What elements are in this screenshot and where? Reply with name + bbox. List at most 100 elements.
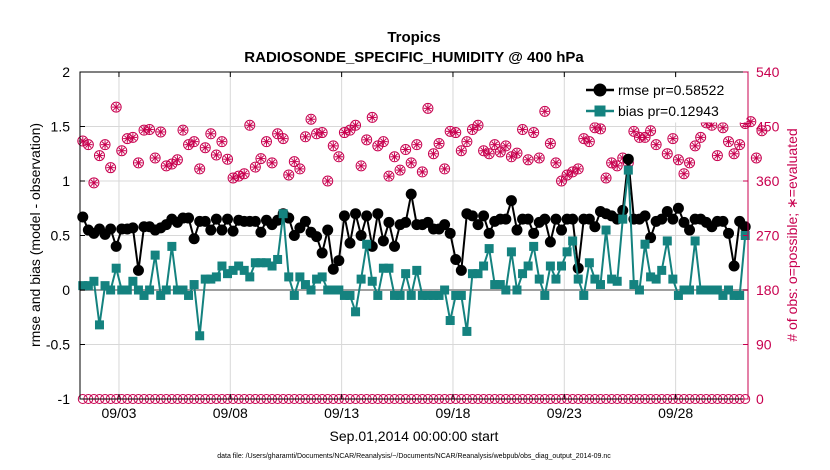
obs-evaluated-marker <box>718 123 728 132</box>
obs-possible-marker <box>188 136 200 148</box>
obs-evaluated-marker <box>523 155 533 165</box>
obs-possible-marker <box>244 119 256 131</box>
obs-evaluated-stroke <box>647 127 654 135</box>
obs-possible-marker <box>372 140 384 152</box>
obs-possible-marker <box>427 148 439 160</box>
x-tick-label-1: 09/08 <box>213 405 248 421</box>
rmse-point <box>500 213 512 225</box>
obs-evaluated-stroke <box>496 148 504 156</box>
obs-possible-marker <box>711 150 723 162</box>
obs-possible-marker <box>377 136 389 148</box>
obs-evaluated-stroke <box>296 165 304 173</box>
x-tick-label-0: 09/03 <box>101 405 136 421</box>
obs-possible-marker <box>689 140 701 152</box>
bias-point <box>690 236 700 246</box>
obs-evaluated-marker <box>262 137 271 146</box>
obs-possible-marker <box>544 137 556 149</box>
obs-possible-marker <box>210 149 222 161</box>
obs-evaluated-stroke <box>413 141 421 148</box>
obs-evaluated-marker <box>323 176 332 186</box>
rmse-point <box>132 264 144 276</box>
rmse-point <box>539 213 551 225</box>
obs-evaluated-stroke <box>240 170 248 178</box>
data-file-note: data file: /Users/gharamti/Documents/NCA… <box>217 453 611 460</box>
obs-evaluated-stroke <box>480 147 487 155</box>
bias-point <box>334 285 344 295</box>
rmse-point <box>105 223 117 235</box>
obs-possible-marker <box>233 170 245 182</box>
rmse-point <box>400 216 412 228</box>
obs-evaluated-stroke <box>580 135 588 142</box>
obs-evaluated-stroke <box>541 108 549 115</box>
x-axis-label: Sep.01,2014 00:00:00 start <box>330 428 499 444</box>
obs-evaluated-marker <box>445 127 455 136</box>
rmse-point <box>355 230 367 241</box>
obs-evaluated-marker <box>529 128 538 137</box>
obs-evaluated-stroke <box>446 128 454 135</box>
obs-evaluated-stroke <box>613 162 621 170</box>
bias-point <box>223 269 233 279</box>
bias-point <box>473 269 483 279</box>
obs-evaluated-stroke <box>535 154 543 162</box>
obs-evaluated-marker <box>462 137 472 146</box>
obs-evaluated-stroke <box>179 126 187 134</box>
bias-point <box>373 290 383 300</box>
obs-evaluated-marker <box>356 161 366 171</box>
bias-point <box>495 280 505 290</box>
rmse-point <box>550 213 562 225</box>
obs-possible-marker <box>222 153 234 165</box>
rmse-point <box>222 213 234 225</box>
obs-evaluated-stroke <box>374 142 382 150</box>
rmse-point <box>183 212 195 224</box>
rmse-point <box>127 222 139 234</box>
obs-evaluated-marker <box>596 124 605 134</box>
obs-evaluated-stroke <box>663 150 671 158</box>
obs-evaluated-stroke <box>363 136 370 144</box>
bias-point <box>484 244 494 254</box>
obs-evaluated-stroke <box>107 164 114 171</box>
obs-possible-marker <box>561 169 573 181</box>
obs-evaluated-stroke <box>730 150 738 158</box>
obs-evaluated-stroke <box>591 124 599 132</box>
bias-point <box>623 165 633 175</box>
rmse-point <box>383 216 395 228</box>
bias-point <box>662 236 672 246</box>
obs-possible-marker <box>533 152 545 164</box>
obs-evaluated-stroke <box>307 115 315 123</box>
obs-evaluated-stroke <box>274 130 281 138</box>
bias-point <box>133 285 143 295</box>
obs-possible-marker <box>672 154 684 166</box>
rmse-point <box>455 264 467 276</box>
obs-evaluated-stroke <box>758 127 766 135</box>
obs-possible-marker <box>283 169 295 181</box>
obs-evaluated-marker <box>646 126 655 135</box>
bias-point <box>83 281 93 291</box>
bias-point <box>440 285 450 295</box>
bias-point <box>139 290 149 300</box>
rmse-point <box>672 202 684 214</box>
obs-evaluated-marker <box>95 151 104 160</box>
obs-evaluated-stroke <box>602 174 610 182</box>
rmse-point <box>288 230 300 241</box>
obs-possible-marker <box>166 158 178 170</box>
bias-point <box>707 285 717 295</box>
obs-possible-marker <box>550 157 562 169</box>
obs-evaluated-stroke <box>151 154 159 162</box>
obs-evaluated-stroke <box>218 138 226 145</box>
obs-evaluated-marker <box>189 137 199 146</box>
bias-point <box>200 274 210 284</box>
rmse-point <box>227 225 239 237</box>
bias-point <box>612 276 622 286</box>
obs-evaluated-stroke <box>380 138 387 145</box>
obs-evaluated-marker <box>507 152 516 161</box>
bias-point <box>211 272 221 282</box>
obs-evaluated-marker <box>384 171 394 181</box>
obs-possible-marker <box>461 136 473 148</box>
rmse-point <box>327 263 339 275</box>
rmse-point <box>723 227 735 239</box>
bias-series <box>78 165 750 341</box>
obs-possible-marker <box>756 125 768 137</box>
obs-evaluated-marker <box>106 163 115 172</box>
obs-evaluated-stroke <box>129 134 137 141</box>
y-tick-label-4: 1 <box>62 173 70 189</box>
